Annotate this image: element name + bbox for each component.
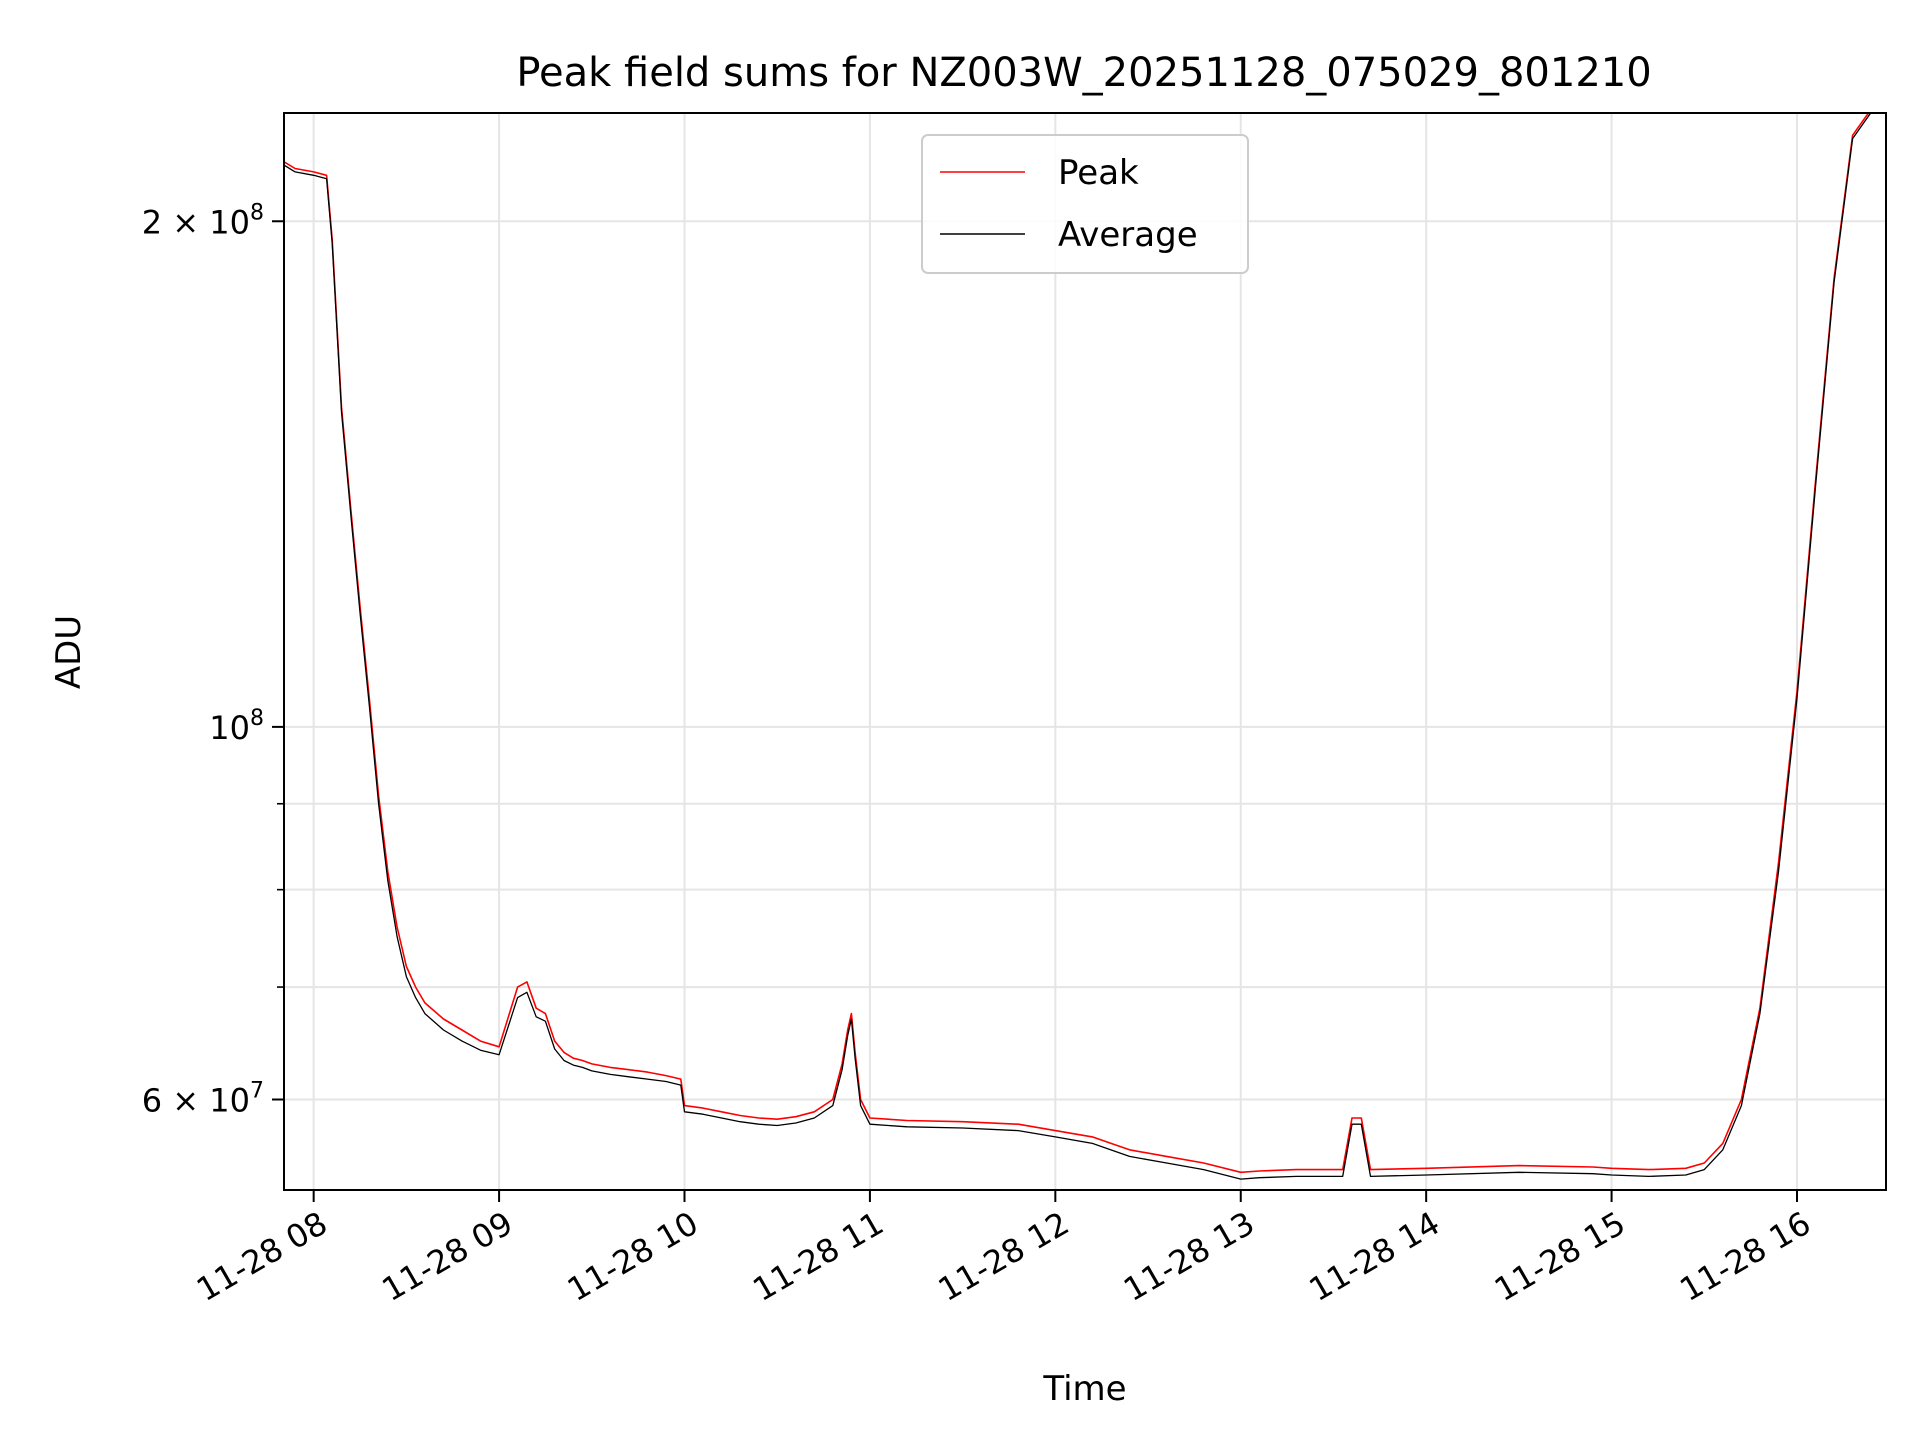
y-axis-label: ADU [49, 615, 89, 689]
y-tick-label: 108 [209, 706, 264, 747]
x-tick-label: 11-28 10 [561, 1204, 705, 1309]
series-line-average [284, 113, 1872, 1180]
legend-box [921, 134, 1249, 274]
x-ticks: 11-28 08 11-28 09 11-28 10 11-28 11 11-28 12… [190, 1190, 1817, 1309]
grid-lines [284, 113, 1886, 1190]
chart-title: Peak field sums for NZ003W_20251128_0750… [516, 50, 1651, 96]
x-axis-label: Time [1042, 1369, 1126, 1409]
x-tick-label: 11-28 13 [1117, 1204, 1261, 1309]
plot-frame [283, 112, 1887, 1191]
x-tick-label: 11-28 16 [1673, 1204, 1817, 1309]
x-tick-label: 11-28 11 [746, 1204, 890, 1309]
y-ticks: 6 × 107 108 2 × 108 [142, 200, 284, 1120]
series-line-peak [284, 113, 1870, 1174]
x-tick-label: 11-28 12 [932, 1204, 1076, 1309]
y-tick-label: 2 × 108 [142, 200, 264, 241]
x-tick-label: 11-28 08 [190, 1204, 334, 1309]
x-tick-label: 11-28 14 [1303, 1204, 1447, 1309]
series-lines [284, 113, 1872, 1180]
x-tick-label: 11-28 15 [1488, 1204, 1632, 1309]
y-tick-label: 6 × 107 [142, 1079, 264, 1120]
legend: Peak Average [921, 134, 1249, 274]
x-tick-label: 11-28 09 [375, 1204, 519, 1309]
legend-peak-label: Peak [1058, 153, 1139, 193]
legend-average-label: Average [1058, 215, 1198, 255]
